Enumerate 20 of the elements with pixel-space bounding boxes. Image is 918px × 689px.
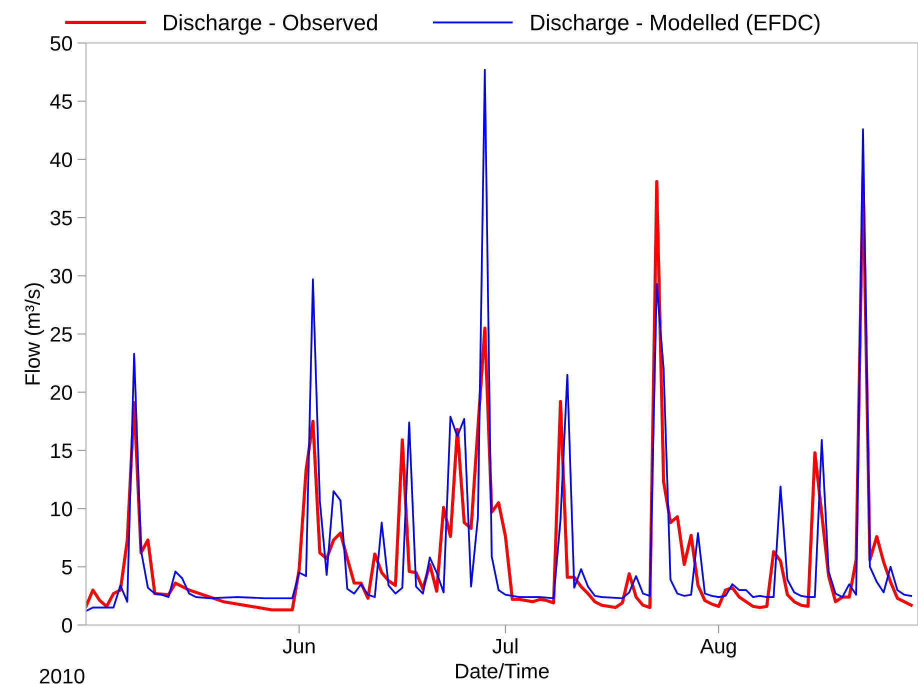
- y-axis-title: Flow (m³/s): [24, 283, 44, 384]
- y-tick-label: 50: [50, 36, 72, 51]
- y-tick-label: 40: [50, 152, 72, 168]
- y-tick-label: 5: [62, 560, 72, 575]
- y-tick-label: 35: [50, 210, 72, 226]
- y-tick-label: 30: [50, 268, 72, 284]
- y-tick-label: 10: [51, 502, 72, 516]
- legend-label: Discharge - Modelled (EFDC): [531, 14, 820, 35]
- y-tick-label: 25: [50, 327, 72, 342]
- text: 2010: [40, 668, 84, 684]
- y-tick-label: 20: [50, 385, 72, 400]
- y-tick-label: 0: [62, 618, 72, 633]
- x-axis-title: Date/Time: [456, 663, 549, 678]
- x-tick-label: Jun: [282, 638, 315, 654]
- y-tick-label: 15: [51, 444, 72, 458]
- x-tick-label: Aug: [700, 638, 736, 658]
- line-series: [86, 68, 912, 612]
- x-tick-label: Jul: [492, 638, 518, 654]
- legend-label: Discharge - Observed: [164, 14, 377, 35]
- y-tick-label: 45: [50, 94, 72, 109]
